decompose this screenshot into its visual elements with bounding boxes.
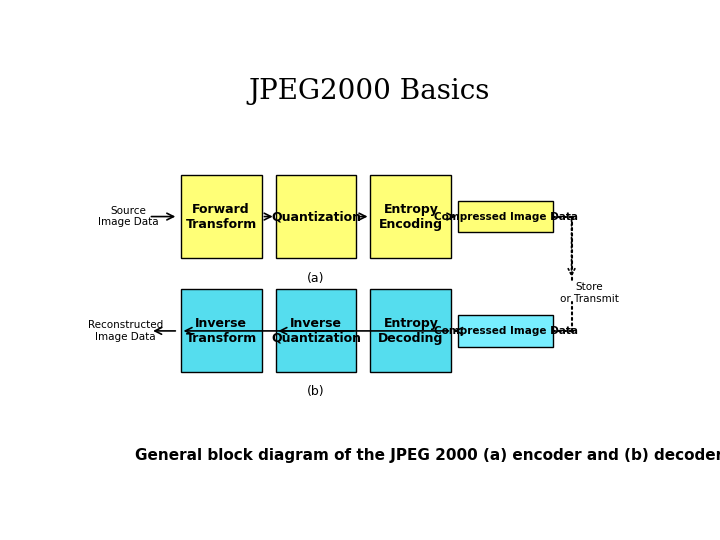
Text: Reconstructed
Image Data: Reconstructed Image Data [88, 320, 163, 342]
FancyBboxPatch shape [276, 175, 356, 258]
Text: (a): (a) [307, 273, 325, 286]
FancyBboxPatch shape [459, 201, 553, 232]
Text: Compressed Image Data: Compressed Image Data [433, 212, 577, 221]
Text: Compressed Image Data: Compressed Image Data [433, 326, 577, 336]
Text: Source
Image Data: Source Image Data [98, 206, 158, 227]
Text: Entropy
Encoding: Entropy Encoding [379, 202, 443, 231]
FancyBboxPatch shape [459, 315, 553, 347]
FancyBboxPatch shape [276, 289, 356, 373]
Text: JPEG2000 Basics: JPEG2000 Basics [248, 78, 490, 105]
FancyBboxPatch shape [370, 175, 451, 258]
Text: Forward
Transform: Forward Transform [186, 202, 257, 231]
Text: (b): (b) [307, 384, 325, 397]
Text: Store
or Transmit: Store or Transmit [560, 282, 619, 303]
FancyBboxPatch shape [181, 175, 261, 258]
FancyBboxPatch shape [370, 289, 451, 373]
Text: Inverse
Quantization: Inverse Quantization [271, 317, 361, 345]
Text: General block diagram of the JPEG 2000 (a) encoder and (b) decoder: General block diagram of the JPEG 2000 (… [135, 448, 720, 463]
Text: Entropy
Decoding: Entropy Decoding [378, 317, 444, 345]
FancyBboxPatch shape [181, 289, 261, 373]
Text: Quantization: Quantization [271, 210, 361, 223]
Text: Inverse
Transform: Inverse Transform [186, 317, 257, 345]
